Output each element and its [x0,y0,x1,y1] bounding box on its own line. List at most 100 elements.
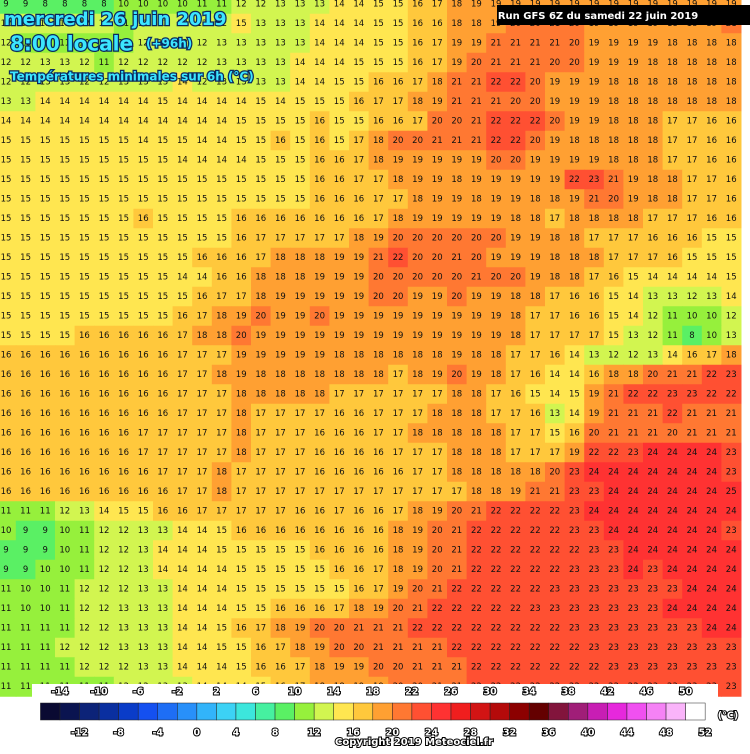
value: 19 [491,292,502,302]
run: Run GFS 6Z du samedi 22 juin 2019 [498,11,698,22]
value: 15 [216,234,227,244]
cell [290,52,311,73]
cell [0,52,17,73]
value: 15 [99,156,110,166]
cell [466,169,487,190]
value: 22 [491,565,502,575]
cell [368,169,389,190]
cell [466,13,487,34]
value: 17 [373,565,384,575]
value: 16 [59,370,70,380]
value: 16 [157,331,168,341]
value: 13 [255,78,266,88]
value: 16 [20,351,31,361]
value: 19 [549,78,560,88]
value: 20 [373,273,384,283]
value: 24 [628,565,639,575]
value: 24 [706,546,717,556]
value: 17 [393,390,404,400]
value: 14 [157,546,168,556]
value: 17 [177,351,188,361]
color-box [40,702,61,721]
value: 22 [530,643,541,653]
cell [153,52,174,73]
value: 16 [510,390,521,400]
value: 15 [20,253,31,263]
value: 23 [628,604,639,614]
value: 17 [628,234,639,244]
cell [682,169,703,190]
value: 19 [295,351,306,361]
value: 15 [118,156,129,166]
cell [55,91,76,112]
value: 19 [314,292,325,302]
value: 16 [79,370,90,380]
value: 13 [216,39,227,49]
value: 21 [549,39,560,49]
value: 16 [275,136,286,146]
value: 15 [79,292,90,302]
value: 14 [177,604,188,614]
value: 16 [79,390,90,400]
value: 15 [99,253,110,263]
value: 17 [275,643,286,653]
value: 21 [706,429,717,439]
value: 13 [275,78,286,88]
value: 16 [353,565,364,575]
value: 20 [530,78,541,88]
value: 18 [510,292,521,302]
value: 15 [79,253,90,263]
value: 19 [432,331,443,341]
cell [603,52,624,73]
value: 19 [393,585,404,595]
value: 18 [569,234,580,244]
value: 22 [608,448,619,458]
value: 17 [353,175,364,185]
value: 17 [412,448,423,458]
value: 19 [491,253,502,263]
value: 19 [491,195,502,205]
value: 11 [1,643,12,653]
value: 17 [177,409,188,419]
value: 14 [667,273,678,283]
value: 23 [706,663,717,673]
value: 16 [314,136,325,146]
value: 13 [138,604,149,614]
value: 15 [157,97,168,107]
value: 23 [628,663,639,673]
value: 15 [608,292,619,302]
value: 15 [255,565,266,575]
value: 16 [314,546,325,556]
cell [545,150,566,171]
value: 18 [295,643,306,653]
value: 24 [687,487,698,497]
value: 16 [255,643,266,653]
cell [74,52,95,73]
cell [447,33,468,54]
cell [701,169,722,190]
value: 23 [530,604,541,614]
value: 18 [726,39,737,49]
cell [466,91,487,112]
value: 18 [608,97,619,107]
value: 15 [20,195,31,205]
cell [388,91,409,112]
cell [15,130,36,151]
cell [192,52,213,73]
value: 15 [706,253,717,263]
value: 15 [295,546,306,556]
value: 14 [79,117,90,127]
value: 14 [197,663,208,673]
value: 20 [510,97,521,107]
value: 21 [451,526,462,536]
value: 16 [138,214,149,224]
value: 23 [549,604,560,614]
value: 16 [1,448,12,458]
value: 23 [589,175,600,185]
value: 10 [40,604,51,614]
cell [584,150,605,171]
cell [251,33,272,54]
value: 17 [197,429,208,439]
cell [74,33,95,54]
